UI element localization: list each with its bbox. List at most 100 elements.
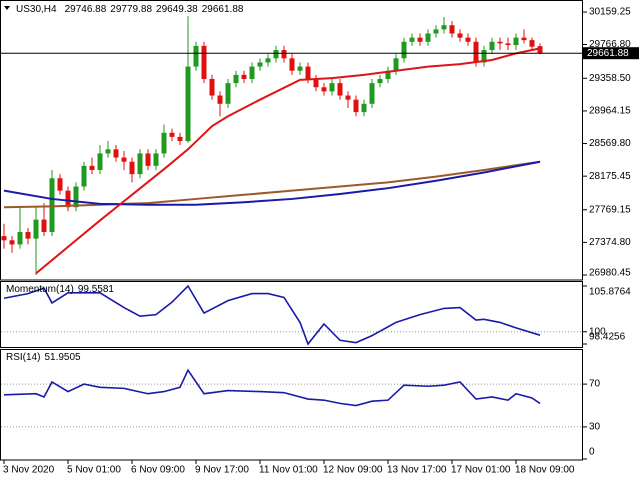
y-tick-label: 26980.45 (589, 268, 631, 279)
candle-body (281, 50, 287, 59)
y-tick-label: 27374.80 (589, 237, 631, 248)
candle-body (361, 103, 367, 113)
candle-body (81, 165, 87, 187)
candle-body (145, 153, 151, 166)
candle-body (25, 232, 31, 239)
y-tick-label: 29766.80 (589, 39, 631, 50)
candle-body (369, 83, 375, 104)
candle-body (417, 37, 423, 42)
y-tick-label: 30 (589, 422, 601, 433)
candle-body (289, 58, 295, 71)
candle-body (457, 33, 463, 38)
candle-body (257, 62, 263, 67)
open-value: 29746.88 (65, 4, 107, 15)
y-tick-label: 28569.80 (589, 138, 631, 149)
candle-body (497, 41, 503, 44)
candle-body (193, 45, 199, 67)
candle-body (177, 136, 183, 142)
candle-body (41, 219, 47, 233)
candle-body (505, 43, 511, 46)
candle-body (137, 153, 143, 175)
y-tick-label: 0 (589, 447, 595, 458)
momentum-pane-frame (0, 281, 583, 348)
candle-body (305, 66, 311, 79)
candle-body (513, 37, 519, 46)
candle-body (185, 66, 191, 142)
candle-body (473, 41, 479, 63)
candle-body (57, 178, 63, 191)
indicator-value: 99.5581 (78, 284, 115, 295)
candle-body (121, 157, 127, 162)
candle-body (489, 41, 495, 51)
candle-body (161, 132, 167, 154)
candle-body (433, 29, 439, 34)
candle-body (9, 240, 15, 245)
price-box (583, 47, 639, 60)
candle-body (113, 149, 119, 158)
main-pane-frame (0, 0, 583, 281)
candle-body (89, 165, 95, 170)
close-value: 29661.88 (202, 4, 244, 15)
candle-body (225, 83, 231, 104)
y-tick-label: 30159.25 (589, 7, 631, 18)
candle-body (105, 149, 111, 154)
x-tick-label: 11 Nov 01:00 (259, 465, 318, 476)
y-tick-label: 100 (589, 326, 606, 337)
candle-body (313, 78, 319, 88)
y-tick-label: 28964.15 (589, 106, 631, 117)
candle-body (465, 37, 471, 42)
candle-body (65, 190, 71, 208)
candle-body (73, 186, 79, 208)
x-tick-label: 5 Nov 01:00 (67, 465, 121, 476)
candle-body (17, 232, 23, 245)
candle-body (401, 41, 407, 59)
high-value: 29779.88 (110, 4, 152, 15)
candle-body (337, 83, 343, 96)
candle-body (441, 25, 447, 30)
candle-body (33, 219, 39, 239)
low-value: 29649.38 (156, 4, 198, 15)
candle-body (1, 236, 7, 241)
indicator-name: RSI(14) (6, 352, 40, 363)
indicator-title: Momentum(14) 99.5581 (6, 284, 114, 295)
x-tick-label: 18 Nov 09:00 (515, 465, 575, 476)
candle-body (265, 58, 271, 63)
x-tick-label: 3 Nov 2020 (3, 465, 55, 476)
candle-body (529, 40, 535, 47)
indicator-title: RSI(14) 51.9505 (6, 352, 81, 363)
y-tick-label: 70 (589, 379, 601, 390)
candle-body (49, 178, 55, 233)
candle-body (393, 58, 399, 71)
candle-body (233, 74, 239, 84)
indicator-line (3, 160, 541, 206)
candle-body (273, 50, 279, 59)
candle-body (521, 37, 527, 41)
price-label: 29661.88 (587, 48, 629, 59)
indicator-value: 51.9505 (44, 352, 81, 363)
indicator-line (35, 47, 541, 275)
candle-body (409, 37, 415, 42)
candle-body (449, 25, 455, 34)
chart-title: US30,H4 29746.88 29779.88 29649.38 29661.88 (16, 4, 244, 15)
candle-body (201, 45, 207, 79)
menu-triangle[interactable] (4, 6, 10, 10)
x-tick-label: 12 Nov 09:00 (323, 465, 383, 476)
candle-body (209, 78, 215, 96)
symbol: US30,H4 (16, 4, 57, 15)
indicator-line (3, 160, 541, 209)
candle-body (297, 66, 303, 71)
indicator-line (3, 368, 541, 407)
candle-body (377, 78, 383, 84)
candle-body (217, 95, 223, 104)
x-tick-label: 9 Nov 17:00 (195, 465, 249, 476)
candle-body (97, 153, 103, 170)
candle-body (329, 83, 335, 92)
candle-body (481, 50, 487, 63)
candle-body (425, 33, 431, 42)
candle-body (153, 153, 159, 166)
y-tick-label: 98.4256 (589, 332, 626, 343)
candle-body (537, 46, 543, 54)
